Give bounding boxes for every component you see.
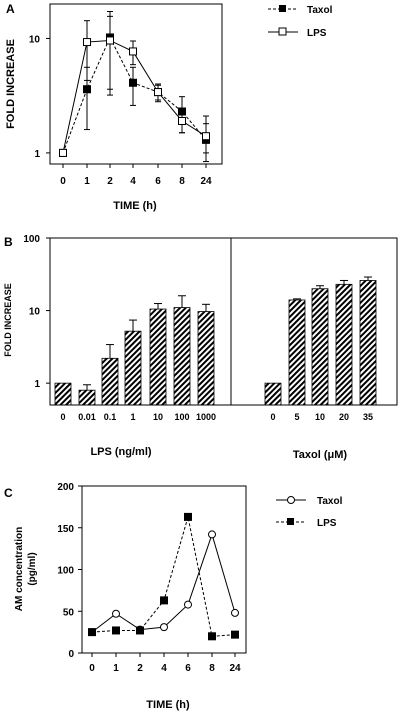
panel-b-xtick-label: 20 <box>339 412 349 422</box>
legend-c-taxol-marker <box>287 496 295 504</box>
panel-b-ytick-label: 100 <box>23 234 40 245</box>
panel-a-point-lps <box>202 132 210 141</box>
panel-c-legend: Taxol LPS <box>276 496 343 529</box>
panel-c-chart: AM concentration (pg/ml) TIME (h) 0 50 100… <box>14 482 247 711</box>
panel-b-xlabel-taxol: Taxol (μM) <box>293 449 348 461</box>
legend-a-taxol-label: Taxol <box>307 5 333 16</box>
panel-b-xtick-label: 10 <box>315 412 325 422</box>
panel-c-point-lps <box>208 632 216 641</box>
panel-a-label: A <box>6 2 15 16</box>
panel-a-xtick-label: 8 <box>179 176 185 187</box>
panel-b-bar <box>78 389 96 406</box>
panel-c-xtick-label: 8 <box>209 663 215 674</box>
panel-b-xtick-label: 1000 <box>196 412 216 422</box>
panel-a-point-lps <box>178 117 186 126</box>
panel-b-bar <box>54 382 72 406</box>
panel-a-xtick-label: 24 <box>200 176 212 187</box>
panel-b-bar <box>197 311 215 406</box>
panel-a-legend: Taxol LPS <box>268 5 333 39</box>
panel-a-point-lps <box>59 148 67 157</box>
panel-c-xtick-label: 24 <box>229 663 241 674</box>
panel-b-bar <box>173 307 191 406</box>
panel-a-point-lps <box>83 38 91 47</box>
panel-c-xtick-label: 1 <box>113 663 119 674</box>
panel-c-xlabel: TIME (h) <box>146 699 190 711</box>
panel-b-bar <box>149 308 167 406</box>
legend-c-taxol-label: Taxol <box>317 496 343 507</box>
legend-a-lps-marker <box>278 27 287 36</box>
panel-c-point-lps <box>160 596 168 605</box>
panel-c-xtick-label: 2 <box>137 663 143 674</box>
panel-b-bar <box>288 299 306 406</box>
panel-b-label: B <box>4 235 13 249</box>
panel-a-ytick-label: 10 <box>29 34 41 45</box>
panel-b-ytick-label: 10 <box>29 307 41 318</box>
panel-a-xlabel: TIME (h) <box>113 200 157 212</box>
panel-b-ytick-label: 1 <box>34 379 40 390</box>
legend-c-lps-marker <box>287 518 294 525</box>
panel-c-point-lps <box>112 626 120 635</box>
panel-b-xtick-label: 100 <box>174 412 189 422</box>
panel-a-xtick-label: 6 <box>155 176 161 187</box>
panel-b-xtick-label: 5 <box>294 412 299 422</box>
panel-a-point-lps <box>129 47 137 56</box>
panel-c-point-taxol <box>160 623 168 632</box>
panel-c-point-lps <box>231 630 239 639</box>
panel-c-series-taxol-line <box>91 532 236 633</box>
panel-b-ylabel: FOLD INCREASE <box>3 283 13 357</box>
panel-b-xtick-label: 0 <box>60 412 65 422</box>
panel-c-point-lps <box>88 628 96 637</box>
panel-b-frame <box>49 237 398 406</box>
panel-c-xtick-label: 4 <box>161 663 167 674</box>
panel-c-point-lps <box>136 626 144 635</box>
panel-b-xlabel-lps: LPS (ng/ml) <box>90 446 151 458</box>
panel-b-bar <box>335 283 353 406</box>
panel-a-xtick-label: 1 <box>84 176 90 187</box>
panel-b-xtick-label: 35 <box>363 412 373 422</box>
panel-c-ylabel-2: (pg/ml) <box>27 552 38 585</box>
panel-c-point-lps <box>184 512 192 521</box>
panel-a-xtick-label: 4 <box>130 176 136 187</box>
panel-c-ytick-label: 100 <box>57 566 74 577</box>
panel-c-ytick-label: 150 <box>57 524 74 535</box>
panel-a-ylabel: FOLD INCREASE <box>5 39 17 129</box>
legend-c-lps-label: LPS <box>317 518 337 529</box>
panel-b-bar <box>124 330 142 406</box>
panel-c-ytick-label: 0 <box>68 649 74 660</box>
panel-a-point-lps <box>154 88 162 97</box>
panel-c-point-taxol <box>112 609 120 618</box>
panel-b-chart: FOLD INCREASE LPS (ng/ml) Taxol (μM) 110… <box>3 234 398 461</box>
panel-b-bar <box>359 280 377 406</box>
panel-b-xtick-label: 0 <box>270 412 275 422</box>
panel-a-xtick-label: 2 <box>107 176 113 187</box>
panel-a-point-lps <box>106 36 114 45</box>
panel-c-point-taxol <box>231 608 239 617</box>
panel-c-ytick-label: 50 <box>63 607 75 618</box>
panel-c-ylabel-1: AM concentration <box>14 527 25 611</box>
panel-a-point-taxol <box>83 85 91 94</box>
panel-c-xtick-label: 6 <box>185 663 191 674</box>
panel-c-xtick-label: 0 <box>89 663 95 674</box>
panel-c-point-taxol <box>208 530 216 539</box>
panel-b-bar <box>311 288 329 406</box>
panel-a-xtick-label: 0 <box>60 176 66 187</box>
panel-b-xtick-label: 0.01 <box>78 412 96 422</box>
panel-c-point-taxol <box>184 600 192 609</box>
panel-b-xtick-label: 0.1 <box>104 412 117 422</box>
panel-b-xtick-label: 1 <box>130 412 135 422</box>
panel-b-bar <box>101 357 119 406</box>
panel-b-bar <box>264 382 282 406</box>
panel-c-ytick-label: 200 <box>57 482 74 493</box>
legend-a-taxol-marker <box>279 5 286 12</box>
panel-c-label: C <box>4 486 13 500</box>
panel-a-point-taxol <box>129 78 137 87</box>
panel-b-xtick-label: 10 <box>153 412 163 422</box>
panel-a-frame <box>49 3 223 165</box>
panel-a-ytick-label: 1 <box>34 149 40 160</box>
legend-a-lps-label: LPS <box>307 28 327 39</box>
